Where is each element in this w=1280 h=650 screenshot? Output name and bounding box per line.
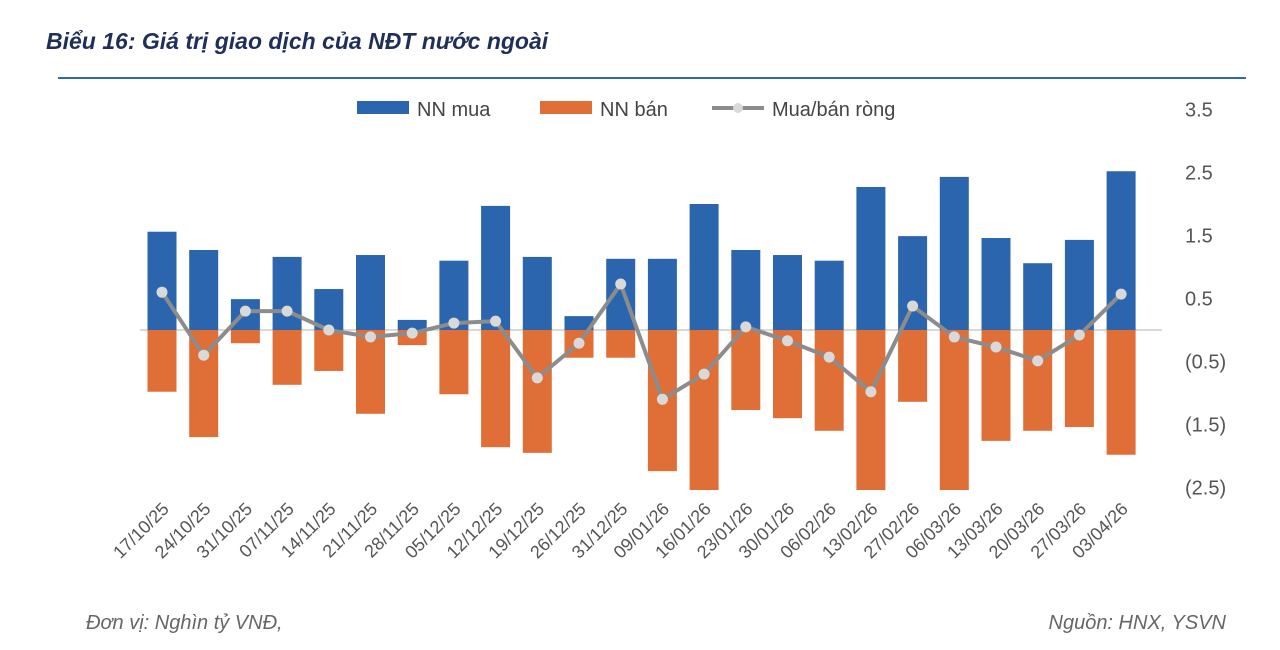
- y-tick-label: (2.5): [1185, 478, 1226, 500]
- net-point: [907, 300, 919, 312]
- net-point: [1032, 355, 1044, 367]
- net-point: [281, 305, 293, 317]
- net-line: [160, 282, 1123, 402]
- net-point: [239, 305, 251, 317]
- legend-swatch-buy: [357, 101, 409, 114]
- net-point: [448, 317, 460, 329]
- net-point: [156, 286, 168, 298]
- buy-bar: [522, 256, 552, 330]
- net-point: [406, 327, 418, 339]
- sell-bar: [856, 330, 886, 491]
- sell-bar: [689, 330, 719, 491]
- buy-bar: [606, 258, 636, 330]
- buy-bar: [1023, 263, 1053, 330]
- legend-label-sell: NN bán: [600, 99, 668, 121]
- net-point: [573, 337, 585, 349]
- net-point: [490, 315, 502, 327]
- title-divider: [58, 77, 1246, 79]
- legend-label-buy: NN mua: [417, 99, 491, 121]
- y-tick-label: (0.5): [1185, 352, 1226, 374]
- sell-bar: [439, 330, 469, 395]
- buy-bar: [814, 260, 844, 330]
- sell-bar: [522, 330, 552, 453]
- buy-bar: [647, 258, 677, 330]
- buy-bar: [147, 231, 177, 330]
- buy-bar: [1064, 239, 1094, 330]
- sell-bar: [606, 330, 636, 358]
- y-tick-label: 3.5: [1185, 100, 1213, 122]
- net-point: [823, 351, 835, 363]
- sell-bar: [939, 330, 969, 491]
- buy-bar: [856, 186, 886, 330]
- sell-bar: [1023, 330, 1053, 431]
- sell-bar: [731, 330, 761, 411]
- sell-bar: [481, 330, 511, 448]
- net-point: [198, 349, 210, 361]
- sell-bar: [1106, 330, 1136, 455]
- buy-bar: [189, 249, 219, 330]
- net-point: [323, 324, 335, 336]
- sell-bar: [1064, 330, 1094, 428]
- net-point: [1073, 329, 1085, 341]
- sell-bar: [814, 330, 844, 431]
- buy-bar: [272, 256, 302, 330]
- buy-bar: [564, 316, 594, 330]
- legend-label-net: Mua/bán ròng: [772, 99, 895, 121]
- net-point: [740, 321, 752, 333]
- net-point: [698, 368, 710, 380]
- buy-bar: [314, 289, 344, 330]
- sell-bar: [356, 330, 385, 414]
- buy-bar: [773, 255, 802, 330]
- legend-swatch-sell: [540, 101, 592, 114]
- buy-bar: [481, 205, 511, 330]
- net-point: [782, 335, 793, 347]
- net-point: [531, 372, 543, 384]
- unit-note: Đơn vị: Nghìn tỷ VNĐ,: [86, 612, 283, 634]
- sell-bar: [272, 330, 302, 385]
- sell-bar: [898, 330, 928, 402]
- net-point: [615, 278, 627, 290]
- net-point: [865, 386, 877, 398]
- sell-bar: [314, 330, 344, 371]
- y-tick-label: 1.5: [1185, 226, 1213, 248]
- y-tick-label: (1.5): [1185, 415, 1226, 437]
- chart-title: Biểu 16: Giá trị giao dịch của NĐT nước …: [46, 28, 549, 54]
- net-point: [990, 341, 1002, 353]
- buy-bar: [689, 204, 719, 330]
- buy-bar: [939, 176, 969, 330]
- source-note: Nguồn: HNX, YSVN: [1048, 612, 1227, 634]
- net-point: [948, 331, 960, 343]
- net-point: [656, 393, 668, 405]
- y-tick-label: 0.5: [1185, 289, 1213, 311]
- sell-bar: [230, 330, 260, 344]
- net-point: [1115, 288, 1127, 300]
- legend-marker-net: [733, 103, 743, 113]
- sell-bar: [147, 330, 177, 392]
- buy-bar: [981, 238, 1011, 330]
- net-point: [365, 331, 376, 343]
- buy-bar: [731, 249, 761, 330]
- buy-bar: [356, 255, 385, 330]
- buy-bar: [397, 319, 427, 330]
- y-tick-label: 2.5: [1185, 163, 1213, 185]
